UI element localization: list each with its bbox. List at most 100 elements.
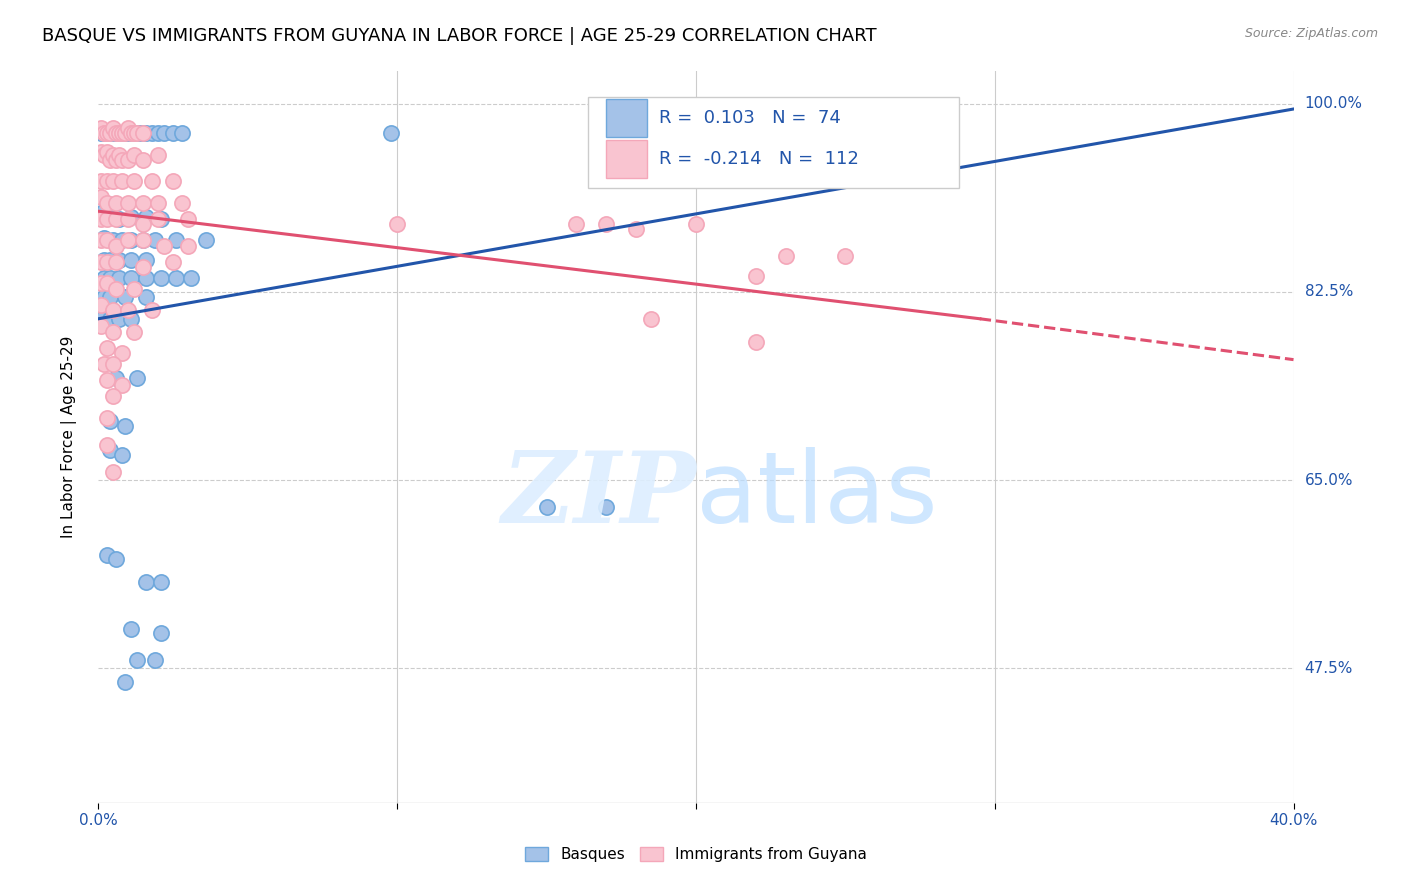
Point bbox=[96, 254, 118, 268]
Point bbox=[132, 126, 155, 140]
Point bbox=[103, 121, 125, 136]
Point bbox=[93, 309, 115, 323]
Point bbox=[120, 311, 142, 326]
Text: atlas: atlas bbox=[696, 447, 938, 544]
Point bbox=[150, 211, 173, 226]
Point bbox=[96, 341, 118, 355]
Point bbox=[96, 211, 118, 226]
Point bbox=[96, 549, 118, 563]
Point bbox=[135, 210, 157, 224]
Point bbox=[165, 233, 187, 247]
Point bbox=[114, 126, 136, 140]
Point bbox=[141, 126, 163, 140]
Point bbox=[124, 174, 146, 188]
Point bbox=[98, 414, 122, 428]
FancyBboxPatch shape bbox=[589, 97, 959, 188]
Point bbox=[90, 126, 112, 140]
Point bbox=[108, 271, 131, 285]
Point bbox=[114, 290, 136, 304]
Point bbox=[111, 346, 134, 360]
Point bbox=[108, 148, 131, 162]
Point bbox=[111, 126, 134, 140]
Point bbox=[111, 448, 134, 462]
Point bbox=[117, 195, 139, 210]
Point bbox=[120, 271, 142, 285]
Point bbox=[124, 148, 146, 162]
Point bbox=[117, 303, 139, 318]
Point bbox=[93, 290, 115, 304]
Point bbox=[93, 231, 115, 245]
Point bbox=[105, 211, 128, 226]
Point bbox=[108, 211, 131, 226]
Y-axis label: In Labor Force | Age 25-29: In Labor Force | Age 25-29 bbox=[60, 336, 77, 538]
Point bbox=[141, 174, 163, 188]
Point bbox=[120, 622, 142, 636]
Point bbox=[745, 335, 768, 350]
Point bbox=[380, 126, 402, 140]
Point bbox=[127, 371, 149, 385]
Point bbox=[595, 500, 617, 514]
Point bbox=[105, 371, 128, 385]
Point bbox=[96, 126, 118, 140]
Point bbox=[93, 357, 115, 371]
Point bbox=[180, 271, 202, 285]
Point bbox=[105, 282, 128, 296]
Point bbox=[120, 233, 142, 247]
Point bbox=[195, 233, 218, 247]
Point bbox=[595, 217, 617, 231]
Point bbox=[103, 303, 125, 318]
Point bbox=[834, 249, 856, 263]
Point bbox=[108, 126, 131, 140]
Point bbox=[96, 410, 118, 425]
Point bbox=[98, 126, 122, 140]
Point bbox=[98, 210, 122, 224]
Point bbox=[177, 238, 200, 252]
Point bbox=[120, 210, 142, 224]
Point bbox=[93, 252, 115, 267]
Point bbox=[111, 174, 134, 188]
Point bbox=[96, 126, 118, 140]
Point bbox=[103, 233, 125, 247]
Point bbox=[111, 378, 134, 392]
Point bbox=[103, 389, 125, 403]
Point bbox=[108, 311, 131, 326]
Point bbox=[135, 271, 157, 285]
Point bbox=[117, 121, 139, 136]
Point bbox=[98, 126, 122, 140]
Point bbox=[93, 271, 115, 285]
Point bbox=[105, 195, 128, 210]
Point bbox=[141, 303, 163, 318]
Point bbox=[143, 653, 166, 667]
Point bbox=[117, 126, 139, 140]
Point bbox=[132, 153, 155, 167]
Point bbox=[135, 126, 157, 140]
Point bbox=[135, 575, 157, 590]
Point bbox=[177, 211, 200, 226]
Point bbox=[98, 252, 122, 267]
Point bbox=[111, 153, 134, 167]
Point bbox=[105, 153, 128, 167]
Point bbox=[105, 126, 128, 140]
Point bbox=[90, 298, 112, 312]
Point bbox=[93, 126, 115, 140]
Point bbox=[90, 233, 112, 247]
Point bbox=[96, 277, 118, 291]
Point bbox=[124, 282, 146, 296]
Point bbox=[127, 653, 149, 667]
Point bbox=[117, 233, 139, 247]
Point bbox=[143, 233, 166, 247]
Text: 65.0%: 65.0% bbox=[1305, 473, 1353, 488]
Point bbox=[103, 465, 125, 479]
Point bbox=[124, 325, 146, 339]
Point bbox=[172, 126, 194, 140]
Point bbox=[105, 551, 128, 566]
Text: BASQUE VS IMMIGRANTS FROM GUYANA IN LABOR FORCE | AGE 25-29 CORRELATION CHART: BASQUE VS IMMIGRANTS FROM GUYANA IN LABO… bbox=[42, 27, 877, 45]
Point bbox=[93, 204, 115, 219]
Point bbox=[148, 195, 170, 210]
Point bbox=[685, 217, 707, 231]
Point bbox=[132, 126, 155, 140]
Point bbox=[132, 233, 155, 247]
FancyBboxPatch shape bbox=[606, 99, 647, 137]
Point bbox=[98, 311, 122, 326]
Point bbox=[96, 195, 118, 210]
